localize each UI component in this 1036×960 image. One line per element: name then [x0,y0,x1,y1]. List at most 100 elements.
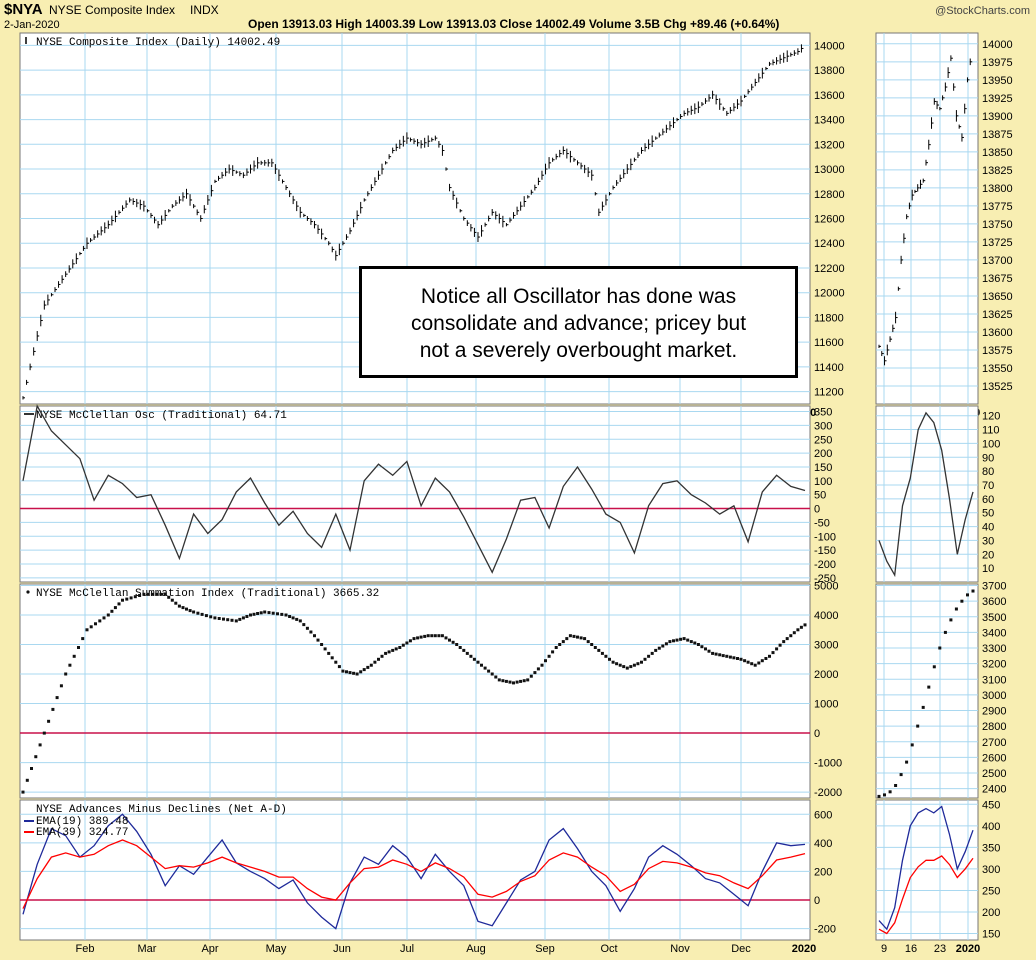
data-point [728,655,732,659]
data-point [760,659,764,663]
y-tick-label: 13750 [982,219,1013,231]
data-point [125,597,129,601]
data-point [547,654,551,658]
y-tick-label: 13400 [814,115,845,127]
y-tick-label: 0 [814,504,820,516]
data-point [469,654,473,658]
data-point [226,618,230,622]
y-tick-label: 3300 [982,643,1006,655]
data-point [426,634,430,638]
y-tick-label: 13800 [814,65,845,77]
data-point [579,636,583,640]
data-point [313,634,316,638]
data-point [796,628,800,632]
data-point [440,634,444,638]
y-tick-label: 13200 [814,139,845,151]
y-tick-label: 13700 [982,255,1013,267]
y-tick-label: 20 [982,549,994,561]
data-point [949,618,953,622]
y-tick-label: 3600 [982,596,1006,608]
data-point [387,650,391,654]
data-point [661,644,665,648]
x-tick-label: Mar [138,943,157,955]
y-tick-label: 3000 [982,690,1006,702]
data-point [98,619,102,623]
data-point [938,646,942,650]
y-tick-label: 2500 [982,768,1006,780]
data-point [966,593,969,597]
data-point [72,654,76,658]
y-tick-label: 250 [814,434,832,446]
y-tick-label: 11400 [814,362,844,374]
data-point [355,672,359,676]
panel-frame [875,405,979,583]
data-point [883,793,886,797]
y-tick-label: 400 [814,838,832,850]
data-point [785,637,789,641]
data-point [348,671,352,675]
header-name: NYSE Composite Index [49,3,175,17]
data-point [746,660,750,664]
y-tick-label: 0 [814,895,820,907]
data-point [480,663,483,667]
data-point [192,610,196,614]
data-point [877,794,881,798]
legend-swatch [26,590,30,594]
data-point [163,592,167,596]
x-tick-label: 23 [934,943,946,955]
data-point [380,654,384,658]
data-point [462,648,466,652]
data-point [85,628,89,632]
data-point [590,643,594,646]
data-point [437,634,441,638]
data-point [640,660,643,664]
data-point [629,665,633,669]
y-tick-label: 2600 [982,752,1006,764]
data-point [377,657,380,661]
data-point [217,617,221,620]
x-tick-label: 16 [905,943,917,955]
x-tick-label: Jun [333,943,351,955]
annotation-box: Notice all Oscillator has done was conso… [359,266,798,378]
data-point [519,679,523,683]
panel-7: 150 200 250 300 350 400 450 9 16 23 2020 [875,799,1000,955]
y-tick-label: 11600 [814,337,844,349]
y-tick-label: -150 [814,545,836,557]
data-point [750,662,754,666]
data-point [943,630,947,634]
x-tick-label: Dec [731,943,751,955]
x-tick-label: 9 [881,943,887,955]
data-point [42,731,46,735]
data-point [512,681,515,685]
y-tick-label: 2400 [982,784,1006,796]
data-point [487,669,491,673]
data-point [188,609,192,613]
data-point [259,611,263,615]
data-point [430,634,434,638]
data-point [565,637,569,641]
series-line-1 [878,855,974,935]
y-tick-label: 50 [982,508,994,520]
data-point [757,661,761,665]
panel-1: 13525 13550 13575 13600 13625 13650 13675 13700… [875,32,1013,419]
y-tick-label: 14000 [982,39,1013,51]
data-point [608,657,611,661]
panel-6: -200 0 200 400 600 Feb Mar Apr May Jun Jul Aug Sep Oc… [19,799,836,955]
data-point [276,612,279,616]
data-point [971,589,975,593]
header-date: 2-Jan-2020 [4,19,60,31]
panel-frame [19,405,811,583]
data-point [689,640,693,644]
data-point [391,648,395,652]
data-point [38,743,42,747]
data-point [204,614,208,618]
y-tick-label: 2700 [982,737,1006,749]
data-point [568,634,572,638]
y-tick-label: 13725 [982,237,1013,249]
y-tick-label: 13925 [982,93,1013,105]
y-tick-label: 13600 [814,90,845,102]
data-point [686,638,690,642]
data-point [106,613,110,617]
data-point [778,643,782,647]
